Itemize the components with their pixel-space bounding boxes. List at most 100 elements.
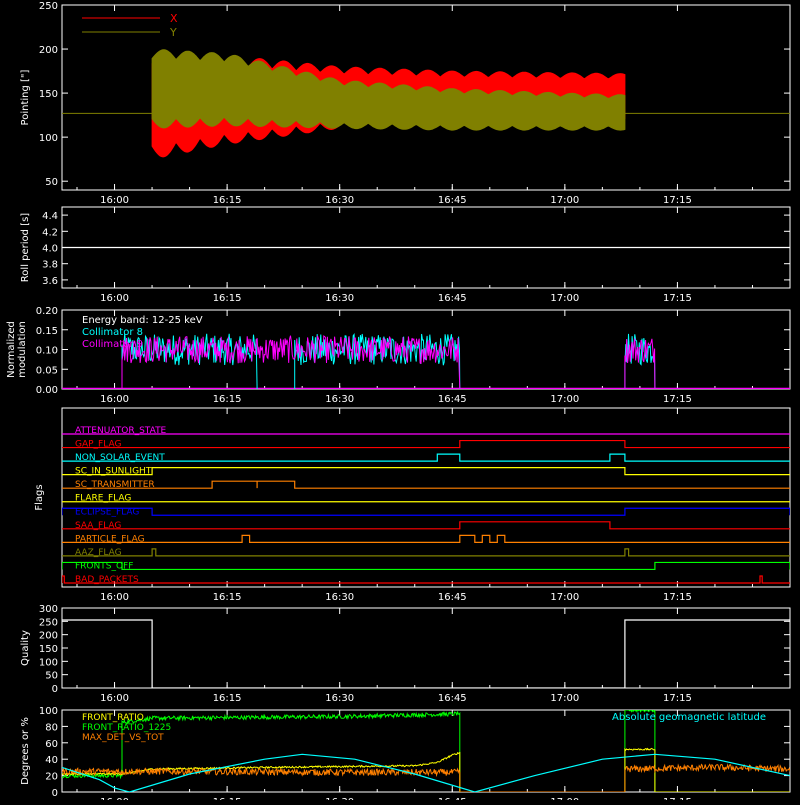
- y-axis-label: Degrees or %: [20, 717, 31, 785]
- plot-area: [62, 710, 790, 792]
- flag-trace: [62, 534, 790, 543]
- flag-trace: [62, 521, 790, 530]
- flag-label: FRONTS_OFF: [75, 561, 133, 571]
- y-tick-label: 0.10: [36, 346, 58, 357]
- y-tick-label: 40: [45, 755, 58, 766]
- panel-frame: [61, 709, 791, 793]
- y-tick-label: 150: [39, 89, 58, 100]
- series-line-front_ratio: [62, 747, 790, 792]
- x-tick-label: 16:30: [325, 195, 354, 206]
- series-line-geomag-latitude: [62, 753, 790, 792]
- y-axis-label: Normalized: [6, 321, 17, 378]
- x-tick-label: 17:15: [663, 195, 692, 206]
- flag-label: ATTENUATOR_STATE: [75, 426, 167, 436]
- x-tick-label: 16:45: [438, 293, 467, 304]
- x-tick-label: 16:30: [325, 394, 354, 405]
- y-axis-label: modulation: [17, 321, 28, 378]
- y-tick-label: 60: [45, 739, 58, 750]
- x-tick-label: 17:00: [550, 693, 579, 704]
- y-tick-label: 0.05: [36, 365, 58, 376]
- panel-ratios: 16:0016:1516:3016:4517:0017:150204060801…: [20, 706, 791, 805]
- series-line-front_ratio_1225: [62, 710, 790, 792]
- y-tick-label: 150: [39, 644, 58, 655]
- y-tick-label: 4.2: [42, 227, 58, 238]
- series-line-collimator-8: [624, 333, 656, 389]
- x-tick-label: 16:30: [325, 693, 354, 704]
- legend-label: Collimator 9: [82, 339, 143, 350]
- flag-trace: [62, 575, 790, 584]
- y-tick-label: 100: [39, 657, 58, 668]
- panel-frame: [61, 407, 791, 588]
- series-line-collimator-9: [624, 338, 656, 389]
- x-tick-label: 16:45: [438, 592, 467, 603]
- y-tick-label: 250: [39, 617, 58, 628]
- y-axis-label: Roll period [s]: [20, 213, 31, 282]
- x-tick-label: 17:15: [663, 293, 692, 304]
- y-axis-label: Quality: [20, 630, 31, 666]
- flag-label: PARTICLE_FLAG: [75, 534, 145, 544]
- y-tick-label: 0: [52, 788, 58, 799]
- flag-label: SC_IN_SUNLIGHT: [75, 467, 152, 477]
- flag-label: FLARE_FLAG: [75, 494, 131, 504]
- y-tick-label: 0: [52, 684, 58, 695]
- flag-trace: [62, 439, 790, 449]
- y-tick-label: 4.0: [42, 244, 58, 255]
- y-axis-label: Flags: [34, 484, 45, 510]
- flag-label: GAP_FLAG: [75, 440, 121, 450]
- x-tick-label: 16:00: [100, 293, 129, 304]
- series-line-max_det_vs_tot: [62, 763, 790, 792]
- plot-area: [62, 333, 790, 389]
- x-tick-label: 17:15: [663, 592, 692, 603]
- panel-quality: 16:00 16:15 16:30 16:45 17:00 17:15 0 50 100 150 2…: [20, 604, 791, 704]
- x-tick-label: 16:00: [100, 394, 129, 405]
- y-tick-label: 100: [39, 133, 58, 144]
- x-tick-label: 16:15: [213, 293, 242, 304]
- x-tick-label: 16:30: [325, 592, 354, 603]
- x-tick-label: 16:00: [100, 693, 129, 704]
- y-tick-label: 0.00: [36, 385, 58, 396]
- x-tick-label: 16:45: [438, 394, 467, 405]
- panel-pointing: 16:00 16:15 16:30 16:45 17:00 17:15 50 100 150 20…: [20, 1, 791, 206]
- y-tick-label: 250: [39, 1, 58, 12]
- legend-label: Absolute geomagnetic latitude: [612, 712, 766, 723]
- y-tick-label: 0.15: [36, 326, 58, 337]
- x-tick-label: 17:00: [550, 293, 579, 304]
- y-tick-label: 0.20: [36, 306, 58, 317]
- legend-label: FRONT_RATIO: [82, 713, 144, 723]
- series-line: [62, 619, 790, 688]
- flag-trace: [62, 480, 790, 489]
- flag-label: BAD_PACKETS: [75, 575, 139, 585]
- flag-trace: [62, 548, 790, 557]
- x-tick-label: 16:15: [213, 592, 242, 603]
- y-tick-label: 4.4: [42, 211, 58, 222]
- x-tick-label: 16:45: [438, 693, 467, 704]
- x-tick-label: 16:30: [325, 293, 354, 304]
- legend-label: Y: [169, 26, 177, 39]
- flag-trace: [62, 467, 790, 476]
- x-tick-label: 16:15: [213, 693, 242, 704]
- panel-flags: 16:00 16:15 16:30 16:45 17:00 17:15 Flags ATTEN…: [34, 407, 791, 603]
- x-tick-label: 16:15: [213, 195, 242, 206]
- y-tick-label: 50: [45, 671, 58, 682]
- x-tick-label: 17:00: [550, 195, 579, 206]
- flag-trace: [62, 507, 790, 516]
- y-tick-label: 3.6: [42, 276, 58, 287]
- panel-frame: [61, 4, 791, 191]
- flag-label: SC_TRANSMITTER: [75, 480, 155, 490]
- series-line-collimator-9: [121, 335, 461, 389]
- legend-label: X: [170, 12, 178, 25]
- x-tick-label: 16:00: [100, 592, 129, 603]
- flag-label: ECLIPSE_FLAG: [75, 507, 139, 517]
- flag-trace: [62, 453, 790, 462]
- y-tick-label: 200: [39, 631, 58, 642]
- y-tick-label: 80: [45, 722, 58, 733]
- y-tick-label: 3.8: [42, 260, 58, 271]
- legend-label: Collimator 8: [82, 327, 143, 338]
- y-tick-label: 200: [39, 45, 58, 56]
- series-line-collimator-8: [294, 333, 461, 389]
- plot-area: [62, 49, 790, 158]
- x-tick-label: 16:15: [213, 394, 242, 405]
- y-tick-label: 50: [45, 177, 58, 188]
